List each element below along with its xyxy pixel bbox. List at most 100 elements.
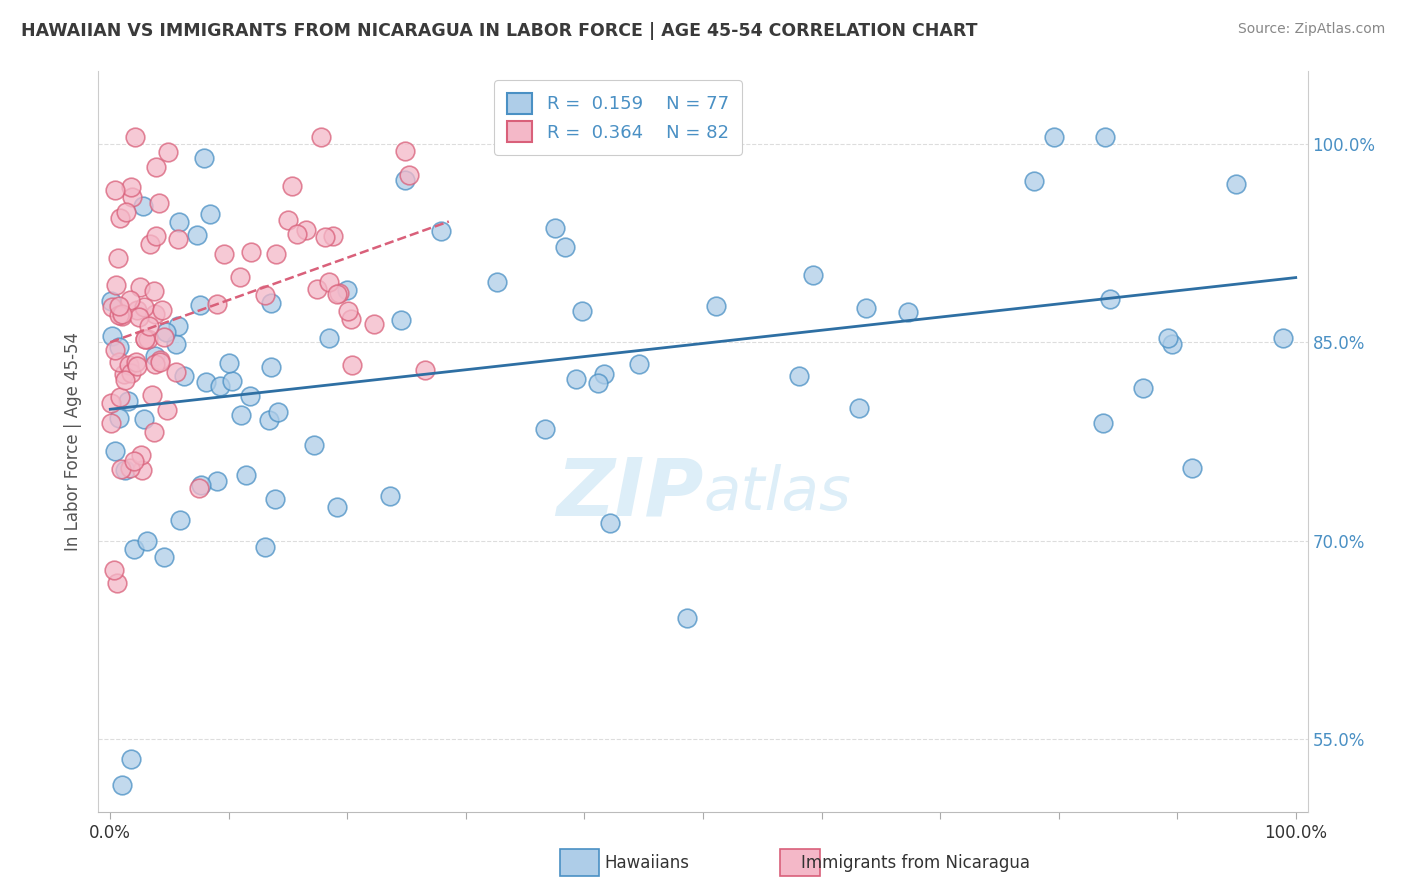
Point — [145, 228, 167, 243]
Point — [565, 372, 588, 386]
Point — [143, 307, 166, 321]
Point — [186, 228, 208, 243]
Point — [336, 283, 359, 297]
Point — [848, 401, 870, 416]
Point — [128, 310, 150, 324]
Point — [676, 611, 699, 625]
Point — [342, 358, 364, 372]
Point — [101, 329, 124, 343]
Point — [114, 463, 136, 477]
Point — [104, 343, 127, 357]
Text: Source: ZipAtlas.com: Source: ZipAtlas.com — [1237, 22, 1385, 37]
Point — [165, 336, 187, 351]
Point — [221, 374, 243, 388]
Point — [205, 474, 228, 488]
Point — [108, 390, 131, 404]
Point — [339, 311, 361, 326]
Point — [125, 302, 148, 317]
Point — [100, 417, 122, 431]
Point — [240, 244, 263, 259]
Point — [153, 330, 176, 344]
Point — [111, 309, 134, 323]
Point — [263, 491, 285, 506]
Point — [150, 302, 173, 317]
Point — [155, 326, 177, 340]
Point — [100, 396, 122, 410]
Point — [378, 489, 401, 503]
Point — [314, 230, 336, 244]
Text: HAWAIIAN VS IMMIGRANTS FROM NICARAGUA IN LABOR FORCE | AGE 45-54 CORRELATION CHA: HAWAIIAN VS IMMIGRANTS FROM NICARAGUA IN… — [21, 22, 977, 40]
Point — [231, 409, 253, 423]
Point — [305, 282, 328, 296]
Point — [111, 307, 134, 321]
Point — [326, 500, 349, 514]
Point — [801, 268, 824, 282]
Point — [104, 444, 127, 458]
Point — [121, 190, 143, 204]
Point — [108, 308, 131, 322]
Point — [266, 405, 288, 419]
Point — [205, 296, 228, 310]
Point — [124, 130, 146, 145]
Point — [485, 276, 508, 290]
Point — [208, 378, 231, 392]
Text: ZIP: ZIP — [555, 454, 703, 533]
Point — [101, 300, 124, 314]
Point — [149, 352, 172, 367]
Point — [571, 304, 593, 318]
Point — [165, 365, 187, 379]
Point — [134, 332, 156, 346]
Point — [704, 299, 727, 313]
Point — [131, 463, 153, 477]
FancyBboxPatch shape — [560, 849, 599, 876]
Point — [167, 215, 190, 229]
Point — [120, 180, 142, 194]
Point — [593, 367, 616, 381]
Point — [1091, 417, 1114, 431]
Point — [627, 357, 650, 371]
Point — [132, 199, 155, 213]
Point — [124, 453, 146, 467]
Point — [554, 240, 576, 254]
Point — [235, 467, 257, 482]
Point — [120, 461, 142, 475]
Text: Immigrants from Nicaragua: Immigrants from Nicaragua — [801, 855, 1031, 872]
Point — [104, 183, 127, 197]
Point — [260, 359, 283, 374]
Point — [212, 247, 235, 261]
Point — [1225, 178, 1247, 192]
Y-axis label: In Labor Force | Age 45-54: In Labor Force | Age 45-54 — [65, 332, 83, 551]
Point — [294, 223, 316, 237]
Point — [115, 205, 138, 219]
Point — [318, 276, 340, 290]
Point — [117, 393, 139, 408]
Point — [260, 296, 283, 310]
Point — [787, 369, 810, 384]
Point — [138, 236, 160, 251]
Point — [105, 278, 128, 293]
Point — [328, 285, 350, 300]
Point — [254, 288, 277, 302]
Point — [533, 422, 555, 436]
Point — [229, 270, 252, 285]
Point — [167, 318, 190, 333]
Point — [187, 481, 209, 495]
Text: atlas: atlas — [703, 464, 851, 523]
Point — [1156, 331, 1178, 345]
Point — [108, 299, 131, 313]
Point — [1099, 292, 1122, 306]
Point — [218, 356, 240, 370]
Point — [389, 313, 412, 327]
Point — [1132, 381, 1154, 395]
Point — [103, 563, 125, 577]
Point — [318, 330, 340, 344]
Point — [544, 221, 567, 235]
Point — [120, 366, 142, 380]
Point — [855, 301, 877, 315]
Point — [285, 227, 308, 242]
Point — [114, 373, 136, 387]
Point — [1043, 130, 1066, 145]
Point — [322, 228, 344, 243]
Point — [194, 375, 217, 389]
Point — [108, 411, 131, 425]
